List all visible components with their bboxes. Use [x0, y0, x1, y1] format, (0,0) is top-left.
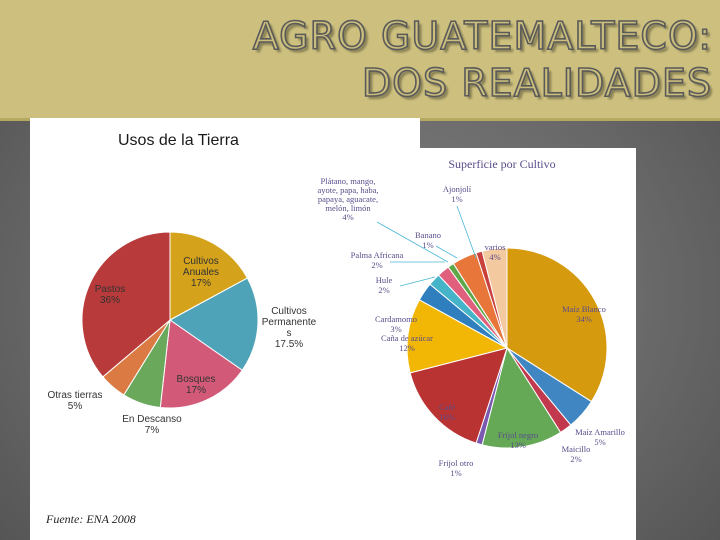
page-title-line1: AGRO GUATEMALTECO: — [252, 13, 712, 59]
crop-area-leader-line — [435, 245, 458, 259]
crop-area-label-frijol-otro: Frijol otro 1% — [439, 458, 474, 478]
crop-area-chart-title: Superficie por Cultivo — [448, 157, 555, 171]
crop-area-slice-maiz-blanco — [506, 247, 608, 403]
crop-area-slice-cafe — [409, 347, 508, 444]
header-band: AGRO GUATEMALTECO: DOS REALIDADES — [0, 0, 720, 121]
land-use-label-bosques: Bosques 17% — [177, 374, 216, 396]
land-use-slice-cultivos-anuales — [169, 231, 249, 321]
crop-area-leader-line — [399, 276, 436, 287]
crop-area-label-cafe: Café 16% — [439, 402, 455, 422]
crop-area-label-varios: varios 4% — [485, 242, 506, 262]
land-use-label-cultivos-permanentes: Cultivos Permanente s 17.5% — [262, 306, 317, 350]
land-use-label-cultivos-anuales: Cultivos Anuales 17% — [183, 256, 219, 289]
crop-area-label-cardamomo: Cardamomo 3% — [375, 314, 417, 334]
crop-area-label-palma-africana: Palma Africana 2% — [351, 250, 404, 270]
crop-area-slice-cana-de-azucar — [406, 299, 509, 374]
crop-area-leader-line — [376, 221, 449, 263]
crop-area-label-cana-de-azucar: Caña de azúcar 12% — [381, 333, 433, 353]
crop-area-leader-line — [456, 205, 477, 259]
crop-area-label-maiz-amarillo: Maíz Amarillo 5% — [575, 427, 625, 447]
crop-area-slice-varios — [481, 247, 508, 349]
crop-area-label-frijol-negro: Frijol negro 13% — [498, 430, 538, 450]
crop-area-slice-frijol-negro — [481, 346, 562, 449]
land-use-label-en-descanso: En Descanso 7% — [122, 414, 182, 436]
crop-area-label-maicillo: Maicillo 2% — [562, 444, 591, 464]
crop-area-label-banano: Banano 1% — [415, 230, 441, 250]
source-note: Fuente: ENA 2008 — [46, 512, 136, 526]
land-use-chart-title: Usos de la Tierra — [118, 132, 239, 149]
land-use-slice-bosques — [159, 319, 243, 409]
crop-area-label-platano-mango-ayote-papa-haba-papaya-aguacate-melon-limon: Plátano, mango, ayote, papa, haba, papaya,… — [317, 176, 378, 222]
land-use-slice-pastos — [81, 231, 171, 378]
land-use-label-pastos: Pastos 36% — [95, 284, 126, 306]
page-title-line2: DOS REALIDADES — [361, 60, 712, 106]
land-use-slice-cultivos-permanentes — [169, 277, 259, 371]
crop-area-label-maiz-blanco: Maíz Blanco 34% — [562, 304, 606, 324]
crop-area-label-ajonjoli: Ajonjolí 1% — [443, 184, 472, 204]
crop-area-label-hule: Hule 2% — [376, 275, 393, 295]
land-use-label-otras-tierras: Otras tierras 5% — [47, 390, 102, 412]
